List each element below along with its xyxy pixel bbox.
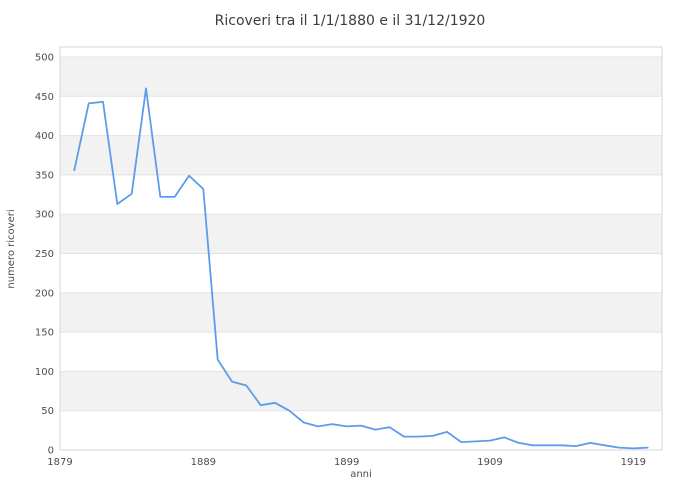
plot-bands (60, 57, 662, 411)
y-tick-label: 400 (35, 131, 54, 142)
plot-band (60, 292, 662, 333)
y-tick-label: 100 (35, 367, 54, 378)
x-tick-label: 1919 (621, 457, 646, 468)
y-tick-label: 500 (35, 53, 54, 64)
x-tick-label: 1879 (47, 457, 72, 468)
y-tick-label: 200 (35, 288, 54, 299)
data-line-series (73, 87, 649, 450)
y-tick-label: 50 (41, 406, 54, 417)
y-tick-label: 250 (35, 249, 54, 260)
plot-band (60, 57, 662, 97)
gridlines (60, 56, 662, 451)
y-axis-tick-labels: 0 50 100 150 200 250 300 350 400 450 500 (35, 53, 54, 457)
plot-border (59, 46, 663, 451)
plot-band (60, 371, 662, 411)
x-axis-title: anni (350, 469, 372, 480)
y-tick-label: 300 (35, 210, 54, 221)
plot-band (60, 135, 662, 175)
x-axis-tick-labels: 1879 1889 1899 1909 1919 (47, 457, 646, 468)
x-tick-label: 1909 (477, 457, 502, 468)
y-tick-label: 0 (48, 446, 54, 457)
x-tick-label: 1889 (191, 457, 216, 468)
y-tick-label: 350 (35, 170, 54, 181)
chart-title: Ricoveri tra il 1/1/1880 e il 31/12/1920 (215, 13, 486, 29)
y-axis-title: numero ricoveri (6, 209, 17, 288)
y-tick-label: 150 (35, 328, 54, 339)
plot-band (60, 214, 662, 254)
x-tick-label: 1899 (334, 457, 359, 468)
y-tick-label: 450 (35, 92, 54, 103)
